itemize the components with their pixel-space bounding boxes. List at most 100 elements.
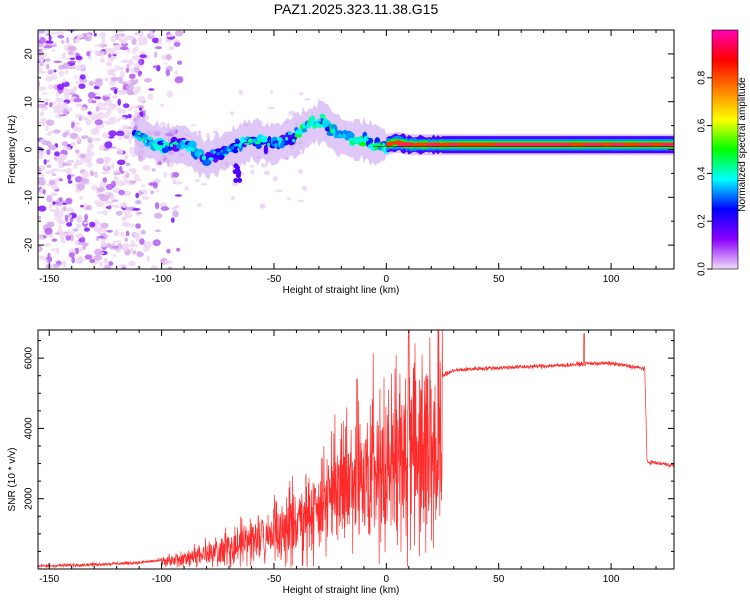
noise-blob — [125, 206, 135, 211]
noise-blob — [134, 45, 139, 52]
noise-blob — [150, 264, 158, 269]
noise-blob — [120, 73, 125, 79]
noise-blob — [114, 229, 120, 237]
ridge-blob — [331, 128, 336, 134]
noise-blob — [73, 38, 80, 43]
ridge-blob — [145, 140, 148, 144]
noise-blob — [94, 44, 103, 47]
noise-blob — [230, 111, 234, 116]
noise-blob — [131, 81, 137, 85]
noise-blob — [109, 193, 115, 200]
ridge-blob — [240, 139, 247, 143]
noise-blob — [43, 45, 53, 49]
ridge-blob — [155, 146, 159, 149]
noise-blob — [174, 204, 180, 209]
ridge-blob — [327, 124, 332, 127]
noise-blob — [139, 238, 145, 245]
noise-blob — [96, 157, 105, 165]
ridge-blob — [294, 130, 301, 135]
noise-blob — [177, 60, 183, 65]
x-tick-label: -100 — [152, 274, 172, 285]
figure-title: PAZ1.2025.323.11.38.G15 — [274, 1, 439, 17]
ridge-blob — [287, 131, 293, 135]
ridge-blob — [324, 122, 328, 125]
noise-blob — [122, 103, 130, 109]
noise-blob — [250, 169, 255, 175]
noise-blob — [45, 125, 49, 132]
ridge-blob — [305, 125, 311, 128]
noise-blob — [80, 106, 87, 112]
noise-blob — [99, 58, 106, 63]
noise-blob — [82, 244, 87, 250]
ridge-peak — [397, 142, 414, 147]
noise-blob — [232, 182, 239, 187]
ridge-blob — [342, 133, 346, 138]
noise-blob — [52, 263, 60, 268]
noise-blob — [115, 210, 123, 216]
noise-blob — [76, 33, 85, 39]
noise-blob — [45, 76, 53, 79]
noise-blob — [174, 30, 184, 37]
x-tick-label: -50 — [267, 274, 282, 285]
noise-blob — [134, 62, 141, 68]
noise-blob — [108, 261, 114, 266]
noise-blob — [86, 146, 92, 153]
noise-blob — [126, 80, 132, 84]
noise-blob — [132, 232, 140, 237]
noise-blob — [166, 34, 175, 38]
noise-blob — [65, 88, 74, 94]
ridge-blob — [195, 147, 198, 152]
noise-blob — [48, 35, 52, 41]
noise-blob — [80, 205, 84, 208]
noise-blob — [126, 90, 135, 96]
noise-blob — [61, 52, 66, 60]
noise-blob — [117, 107, 123, 114]
ridge-blob — [299, 130, 303, 135]
noise-blob — [104, 77, 110, 82]
noise-blob — [46, 149, 51, 155]
noise-blob — [154, 212, 163, 219]
noise-blob — [123, 179, 128, 185]
x-tick-label: 50 — [493, 574, 505, 585]
noise-blob — [58, 197, 63, 202]
ridge-blob — [238, 143, 242, 148]
x-tick-label: 100 — [603, 274, 620, 285]
noise-blob — [82, 116, 89, 121]
noise-blob — [47, 253, 51, 257]
ridge-blob — [179, 141, 185, 146]
noise-blob — [173, 39, 181, 42]
noise-blob — [159, 103, 165, 108]
ridge-blob — [338, 133, 343, 139]
noise-blob — [38, 33, 41, 40]
noise-blob — [46, 119, 55, 126]
x-tick-label: 0 — [384, 574, 390, 585]
noise-blob — [116, 130, 125, 137]
ridge-blob — [313, 121, 318, 124]
ridge-blob — [147, 136, 153, 141]
ridge-blob — [267, 142, 271, 147]
noise-blob — [112, 95, 118, 99]
noise-blob — [42, 92, 48, 95]
noise-blob — [120, 231, 125, 237]
noise-blob — [286, 197, 292, 200]
noise-blob — [38, 215, 42, 220]
noise-blob — [154, 202, 160, 210]
noise-blob — [58, 70, 65, 77]
x-tick-label: 100 — [603, 574, 620, 585]
snr-series-line — [38, 330, 674, 569]
noise-blob — [85, 118, 92, 126]
noise-blob — [128, 136, 132, 145]
colorbar-tick-label: 0.0 — [697, 262, 708, 276]
noise-blob — [197, 203, 202, 207]
noise-blob — [46, 164, 52, 168]
noise-blob — [108, 136, 115, 139]
noise-blob — [137, 211, 143, 215]
noise-blob — [154, 46, 163, 50]
noise-blob — [94, 199, 98, 205]
ridge-blob — [367, 144, 371, 149]
noise-blob — [113, 205, 120, 209]
noise-blob — [103, 112, 110, 119]
noise-blob — [39, 150, 46, 155]
noise-blob — [124, 237, 128, 242]
